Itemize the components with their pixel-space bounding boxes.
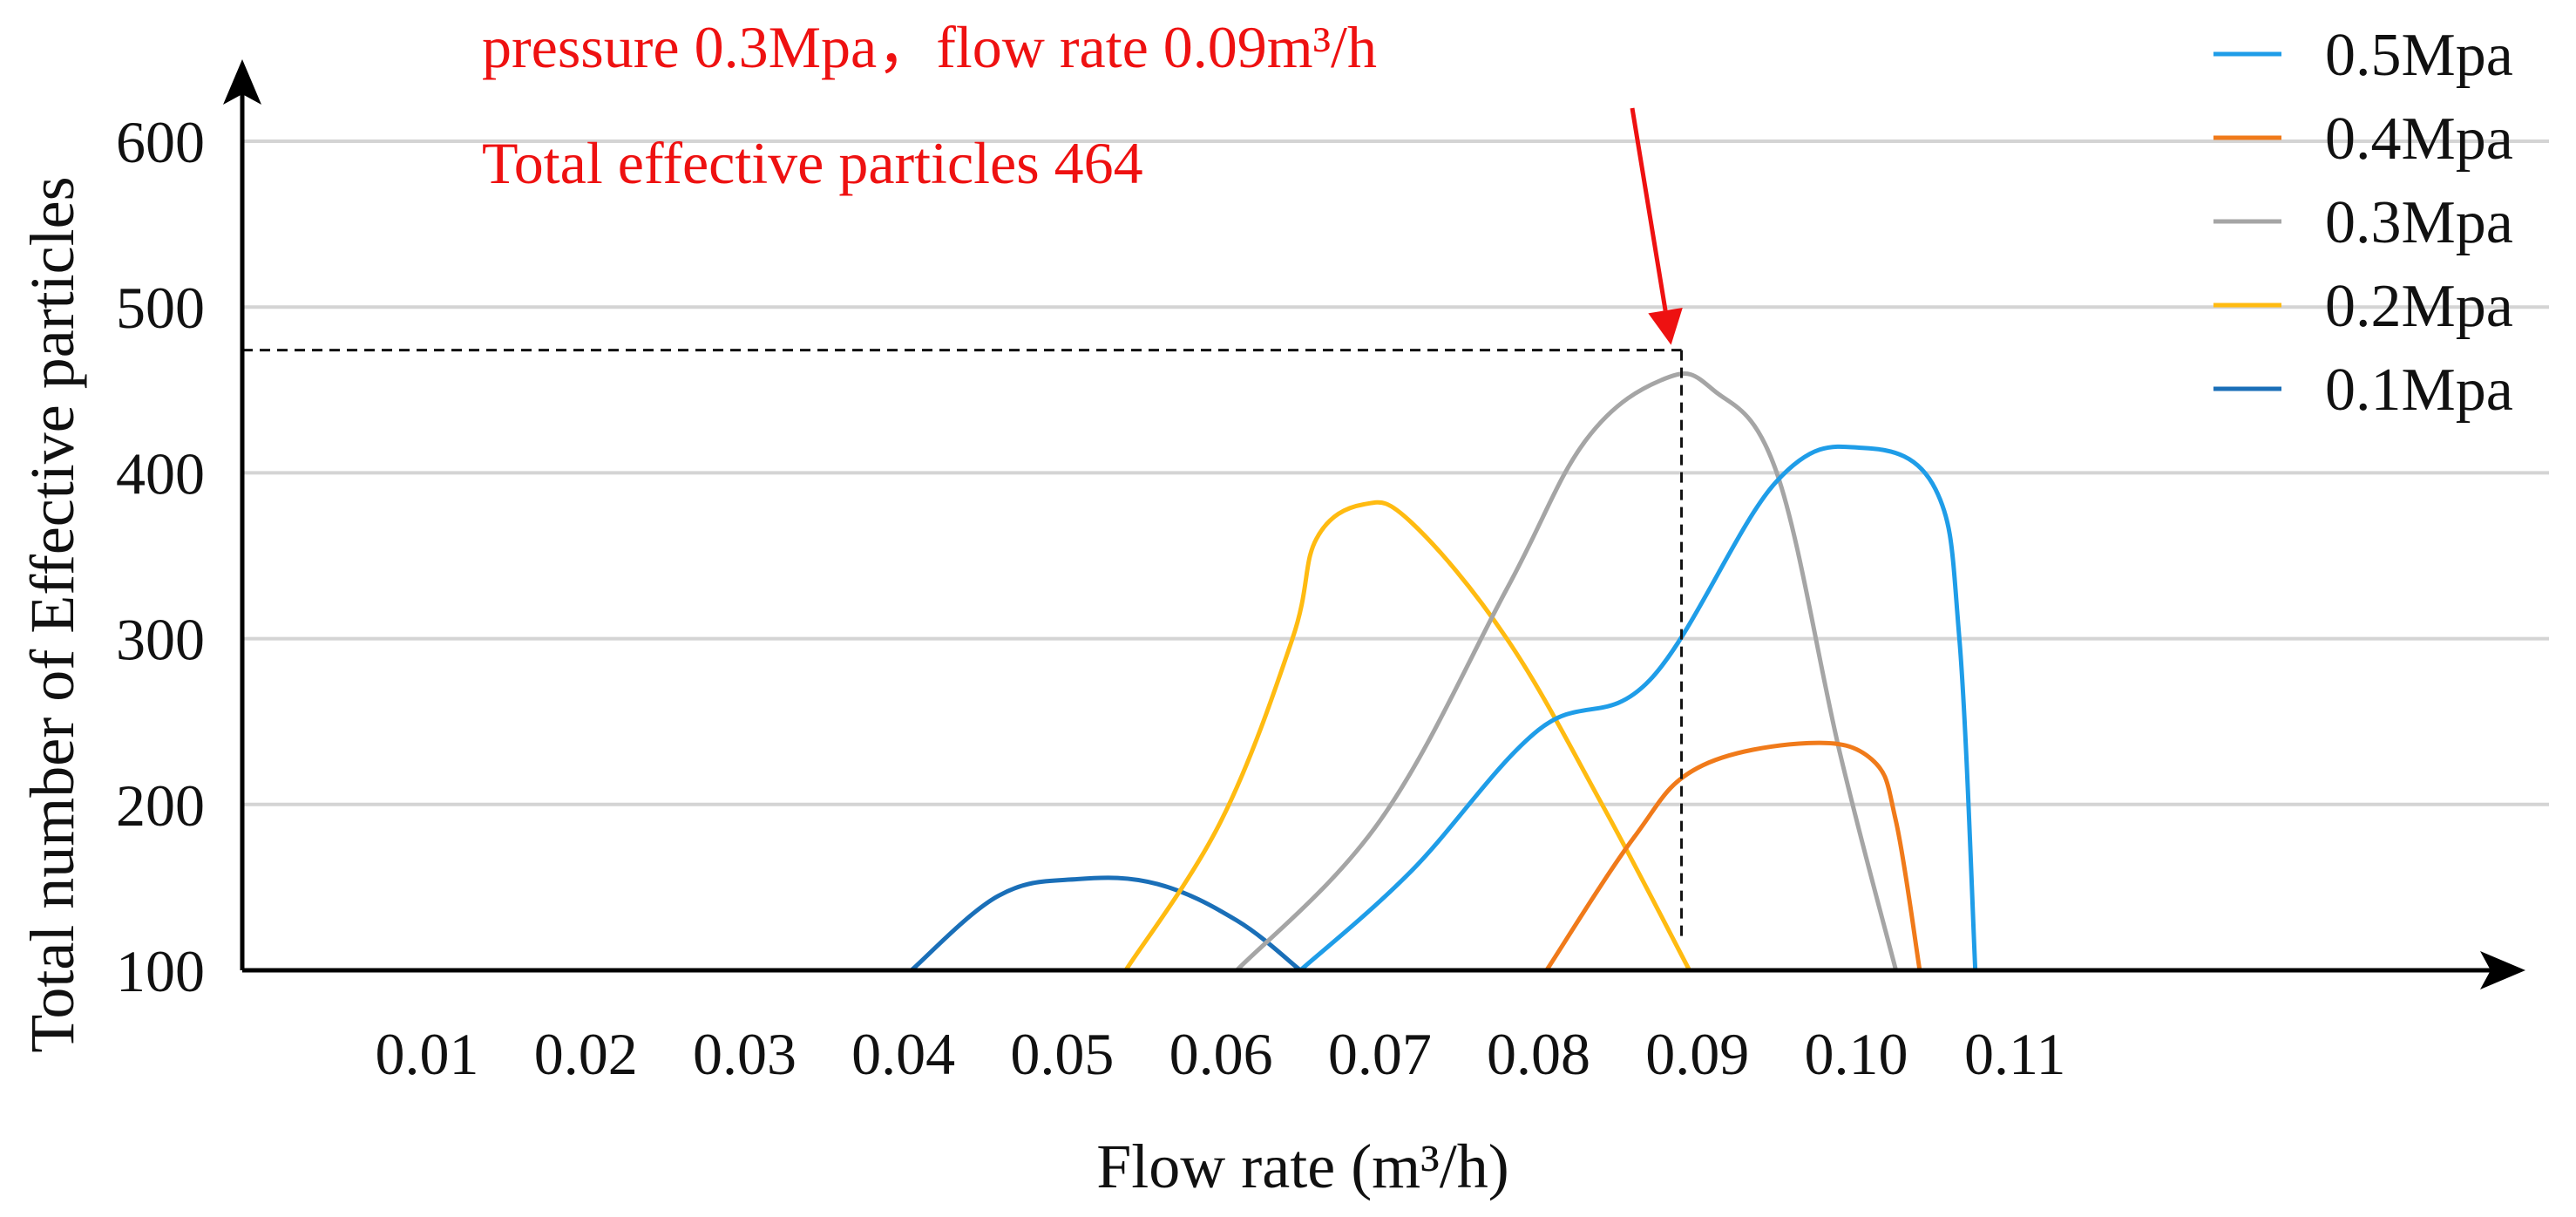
- x-tick-label: 0.07: [1328, 1021, 1432, 1087]
- annotation-arrowhead: [1648, 307, 1683, 345]
- x-tick-label: 0.01: [376, 1021, 479, 1087]
- y-tick-label: 100: [116, 938, 205, 1004]
- legend-label: 0.2Mpa: [2325, 273, 2513, 340]
- series-line-0-4mpa: [1544, 740, 1922, 973]
- x-tick-label: 0.10: [1805, 1021, 1908, 1087]
- x-tick-label: 0.06: [1169, 1021, 1273, 1087]
- y-axis-title: Total number of Effective particles: [17, 176, 87, 1052]
- x-tick-label: 0.08: [1487, 1021, 1590, 1087]
- legend: 0.5Mpa 0.4Mpa 0.3Mpa 0.2Mpa 0.1Mpa: [2213, 22, 2513, 424]
- annotation-arrow-line: [1630, 107, 1668, 311]
- x-tick-label: 0.03: [693, 1021, 797, 1087]
- x-tick-label: 0.02: [534, 1021, 638, 1087]
- series-line-0-5mpa: [1298, 444, 1978, 973]
- x-tick-labels: 0.01 0.02 0.03 0.04 0.05 0.06 0.07 0.08 0.09 0.10…: [376, 1021, 2066, 1087]
- x-axis-title: Flow rate (m³/h): [1096, 1132, 1508, 1201]
- series-lines: [909, 371, 1978, 973]
- series-line-0-3mpa: [1234, 371, 1899, 973]
- annotation-line-2: Total effective particles 464: [482, 130, 1143, 196]
- series-line-0-1mpa: [909, 875, 1303, 973]
- legend-label: 0.1Mpa: [2325, 357, 2513, 424]
- annotation-line-1: pressure 0.3Mpa，flow rate 0.09m³/h: [482, 14, 1377, 80]
- legend-label: 0.5Mpa: [2325, 22, 2513, 89]
- annotation: pressure 0.3Mpa，flow rate 0.09m³/h Total…: [482, 14, 1683, 345]
- series-line-0-2mpa: [1123, 500, 1692, 973]
- y-tick-label: 500: [116, 275, 205, 341]
- y-tick-labels: 100 200 300 400 500 600: [116, 109, 205, 1004]
- axes: [223, 59, 2525, 989]
- x-tick-label: 0.11: [1964, 1021, 2065, 1087]
- y-tick-label: 300: [116, 607, 205, 673]
- x-tick-label: 0.05: [1010, 1021, 1114, 1087]
- y-tick-label: 600: [116, 109, 205, 175]
- y-axis-arrowhead: [223, 59, 261, 105]
- x-axis-arrowhead: [2480, 951, 2525, 989]
- legend-label: 0.4Mpa: [2325, 105, 2513, 173]
- y-tick-label: 400: [116, 440, 205, 507]
- reference-lines: [242, 349, 1684, 940]
- grid-lines: [242, 139, 2549, 806]
- legend-label: 0.3Mpa: [2325, 189, 2513, 256]
- x-tick-label: 0.04: [851, 1021, 955, 1087]
- y-tick-label: 200: [116, 772, 205, 839]
- x-tick-label: 0.09: [1645, 1021, 1749, 1087]
